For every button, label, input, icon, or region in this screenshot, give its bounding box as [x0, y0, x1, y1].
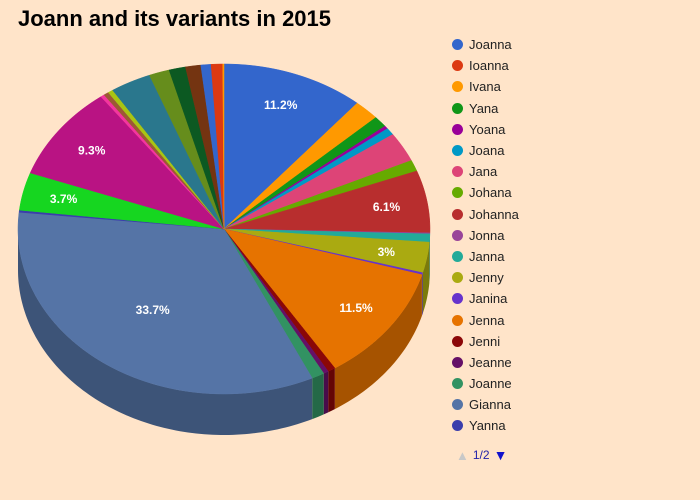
legend-item-jonna[interactable]: Jonna — [452, 225, 519, 246]
pie-slice-side-17 — [18, 229, 313, 435]
legend-item-joanne[interactable]: Joanne — [452, 373, 519, 394]
pager-prev-icon[interactable]: ▲ — [456, 447, 469, 463]
legend-item-joana[interactable]: Joana — [452, 140, 519, 161]
pie-slice-side-10 — [429, 233, 430, 284]
pie-slice-other-26[interactable] — [168, 66, 225, 230]
pie-data-labels: 11.2% 6.1% 3% 11.5% 33.7% 3.7% 9.3% — [50, 98, 401, 317]
legend-item-yoana[interactable]: Yoana — [452, 119, 519, 140]
legend-swatch-icon — [452, 272, 463, 284]
pie-slice-other-19[interactable] — [19, 172, 225, 230]
legend-swatch-icon — [452, 208, 463, 220]
legend-swatch-icon — [452, 356, 463, 368]
legend-swatch-icon — [452, 145, 463, 157]
legend-label: Ioanna — [469, 58, 509, 74]
legend-item-yanna[interactable]: Yanna — [452, 415, 519, 436]
legend-item-ioanna[interactable]: Ioanna — [452, 55, 519, 76]
pie-slice-side-11 — [422, 242, 430, 314]
legend-label: Jonna — [469, 227, 505, 243]
legend-label: Ivana — [469, 79, 501, 95]
legend-label: Johana — [469, 185, 512, 201]
pie-slice-other-20[interactable] — [29, 96, 225, 230]
legend-swatch-icon — [452, 293, 463, 305]
pie-slice-jana[interactable] — [223, 134, 412, 230]
legend-swatch-icon — [452, 123, 463, 135]
pie-slice-jenna[interactable] — [223, 228, 423, 369]
legend-item-jeanne[interactable]: Jeanne — [452, 352, 519, 373]
legend-label: Janna — [469, 248, 505, 264]
legend-swatch-icon — [452, 420, 463, 432]
pager-next-icon[interactable]: ▼ — [493, 447, 508, 463]
pie-slice-side-13 — [334, 274, 422, 410]
legend-label: Joana — [469, 143, 505, 159]
pie-slice-side-16 — [312, 373, 324, 420]
legend-item-johanna[interactable]: Johanna — [452, 204, 519, 225]
pie-slice-ivana[interactable] — [223, 102, 377, 230]
pie-label-0: 11.2% — [264, 98, 298, 112]
legend-label: Janina — [469, 291, 508, 307]
legend-swatch-icon — [452, 314, 463, 326]
legend-label: Jenna — [469, 312, 505, 328]
legend-swatch-icon — [452, 335, 463, 347]
legend-item-jenni[interactable]: Jenni — [452, 331, 519, 352]
pie-label-19: 3.7% — [50, 192, 78, 206]
legend-item-jenna[interactable]: Jenna — [452, 309, 519, 330]
legend-swatch-icon — [452, 39, 463, 51]
legend-item-jenny[interactable]: Jenny — [452, 267, 519, 288]
chart-title: Joann and its variants in 2015 — [18, 6, 332, 31]
legend-item-ivana[interactable]: Ivana — [452, 76, 519, 97]
legend-label: Yanna — [469, 418, 506, 434]
legend-swatch-icon — [452, 399, 463, 411]
legend-label: Yoana — [469, 121, 506, 137]
legend-item-yana[interactable]: Yana — [452, 98, 519, 119]
legend: Joanna Ioanna Ivana Yana Yoana Joana Jana Johan… — [452, 34, 519, 437]
pie-slice-other-25[interactable] — [149, 69, 225, 230]
pie-label-11: 3% — [378, 245, 396, 259]
legend-label: Jenny — [469, 270, 504, 286]
legend-label: Jenni — [469, 333, 501, 349]
legend-swatch-icon — [452, 378, 463, 390]
pie-slice-side-12 — [421, 272, 423, 316]
legend-swatch-icon — [452, 81, 463, 93]
legend-pager: ▲ 1/2 ▼ — [452, 447, 511, 463]
pie-label-13: 11.5% — [339, 301, 373, 315]
pie-top-faces — [17, 63, 431, 395]
legend-label: Jana — [469, 164, 498, 180]
pie-label-20: 9.3% — [78, 143, 106, 157]
legend-label: Yana — [469, 100, 499, 116]
pie-slice-other-30[interactable] — [222, 63, 225, 230]
pie-slice-side-14 — [328, 368, 335, 413]
legend-swatch-icon — [452, 250, 463, 262]
pager-text: 1/2 — [472, 448, 490, 462]
legend-item-janina[interactable]: Janina — [452, 288, 519, 309]
pie-label-17: 33.7% — [136, 303, 170, 317]
pie-label-8: 6.1% — [373, 200, 401, 214]
legend-item-gianna[interactable]: Gianna — [452, 394, 519, 415]
legend-swatch-icon — [452, 187, 463, 199]
legend-swatch-icon — [452, 102, 463, 114]
pie-slice-gianna[interactable] — [17, 211, 313, 395]
pie-slice-jenny[interactable] — [223, 228, 430, 274]
legend-swatch-icon — [452, 166, 463, 178]
legend-item-johana[interactable]: Johana — [452, 182, 519, 203]
legend-label: Johanna — [469, 206, 519, 222]
legend-label: Jeanne — [469, 354, 512, 370]
legend-swatch-icon — [452, 60, 463, 72]
pie-slice-johanna[interactable] — [223, 170, 431, 234]
legend-item-jana[interactable]: Jana — [452, 161, 519, 182]
legend-label: Joanne — [469, 376, 512, 392]
legend-label: Gianna — [469, 397, 511, 413]
pie-side-walls — [18, 229, 430, 435]
legend-item-joanna[interactable]: Joanna — [452, 34, 519, 55]
pie-slice-joanna[interactable] — [223, 63, 358, 230]
pie-slice-other-24[interactable] — [112, 74, 225, 230]
legend-swatch-icon — [452, 229, 463, 241]
pie-slice-side-15 — [323, 371, 329, 415]
legend-label: Joanna — [469, 37, 512, 53]
legend-item-janna[interactable]: Janna — [452, 246, 519, 267]
